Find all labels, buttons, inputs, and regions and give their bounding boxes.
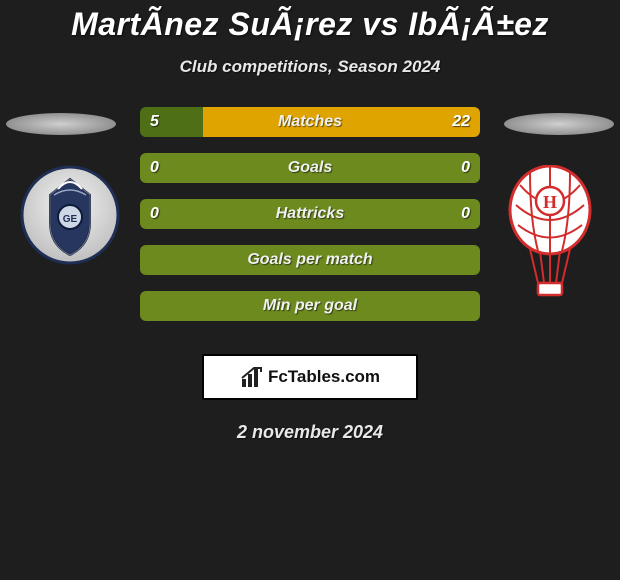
stat-label: Goals [288, 159, 332, 176]
stat-value-right: 0 [461, 153, 470, 183]
stat-row-goals-per-match: Goals per match [140, 245, 480, 275]
player-platform-left [6, 113, 116, 135]
stat-value-left: 0 [150, 199, 159, 229]
gimnasia-crest-icon: GE [20, 165, 120, 265]
stat-value-left: 0 [150, 153, 159, 183]
stat-row-goals: Goals 0 0 [140, 153, 480, 183]
snapshot-date: 2 november 2024 [0, 422, 620, 443]
fctables-brand[interactable]: FcTables.com [202, 354, 418, 400]
huracan-crest-icon: H [500, 165, 600, 300]
stat-label: Min per goal [263, 297, 357, 314]
stat-bar-right [310, 153, 480, 183]
comparison-title: MartÃ­nez SuÃ¡rez vs IbÃ¡Ã±ez [0, 0, 620, 43]
comparison-subtitle: Club competitions, Season 2024 [0, 57, 620, 77]
stat-bar-left [140, 153, 310, 183]
svg-text:GE: GE [63, 214, 78, 225]
stat-label: Matches [278, 113, 342, 130]
stat-row-hattricks: Hattricks 0 0 [140, 199, 480, 229]
svg-text:H: H [543, 192, 557, 212]
stats-table: Matches 5 22 Goals 0 0 Hattricks 0 0 Goals per ma… [140, 107, 480, 337]
player-platform-right [504, 113, 614, 135]
stat-row-min-per-goal: Min per goal [140, 291, 480, 321]
stat-value-left: 5 [150, 107, 159, 137]
stat-label: Hattricks [276, 205, 344, 222]
bar-chart-icon [240, 365, 264, 389]
stat-value-right: 0 [461, 199, 470, 229]
stat-label: Goals per match [247, 251, 372, 268]
brand-text: FcTables.com [268, 367, 380, 386]
stat-row-matches: Matches 5 22 [140, 107, 480, 137]
stat-value-right: 22 [452, 107, 470, 137]
